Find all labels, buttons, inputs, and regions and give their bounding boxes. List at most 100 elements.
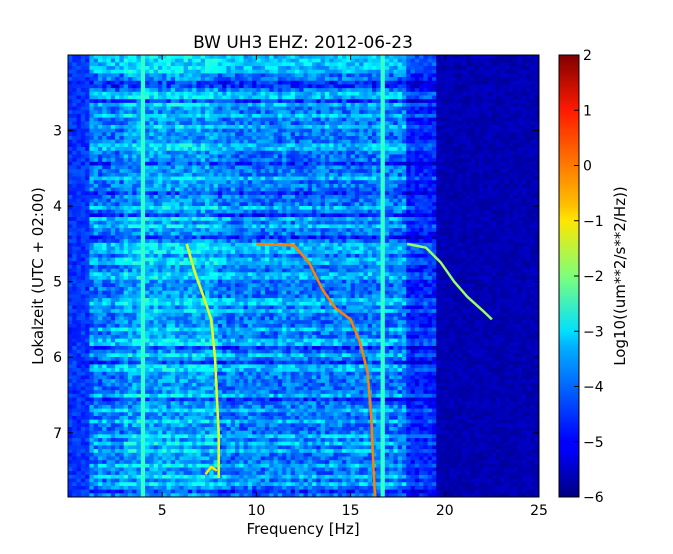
- spectrogram-cell: [461, 158, 467, 163]
- spectrogram-cell: [222, 213, 227, 218]
- spectrogram-cell: [110, 88, 116, 93]
- spectrogram-cell: [487, 88, 493, 93]
- spectrogram-cell: [110, 139, 116, 144]
- spectrogram-cell: [530, 139, 536, 144]
- spectrogram-cell: [136, 102, 142, 107]
- spectrogram-cell: [115, 165, 120, 170]
- spectrogram-cell: [517, 136, 523, 141]
- spectrogram-cell: [491, 183, 497, 188]
- spectrogram-cell: [97, 187, 103, 192]
- spectrogram-cell: [226, 106, 232, 111]
- spectrogram-cell: [209, 220, 214, 225]
- spectrogram-cell: [410, 102, 416, 107]
- spectrogram-cell: [333, 55, 339, 60]
- spectrogram-cell: [491, 102, 497, 107]
- spectrogram-cell: [157, 172, 163, 177]
- spectrogram-cell: [470, 202, 476, 207]
- spectrogram-cell: [196, 213, 202, 218]
- spectrogram-cell: [479, 147, 484, 152]
- spectrogram-cell: [423, 69, 429, 74]
- spectrogram-cell: [406, 95, 411, 100]
- spectrogram-cell: [89, 183, 95, 188]
- spectrogram-cell: [282, 183, 287, 188]
- spectrogram-cell: [410, 161, 416, 166]
- spectrogram-cell: [269, 91, 274, 96]
- spectrogram-cell: [457, 139, 463, 144]
- spectrogram-cell: [354, 106, 360, 111]
- spectrogram-cell: [213, 66, 219, 71]
- spectrogram-cell: [329, 191, 334, 196]
- spectrogram-cell: [234, 154, 240, 159]
- spectrogram-cell: [127, 180, 133, 185]
- spectrogram-cell: [166, 124, 172, 130]
- spectrogram-cell: [401, 88, 407, 93]
- spectrogram-cell: [166, 158, 172, 163]
- spectrogram-cell: [175, 66, 180, 71]
- spectrogram-cell: [337, 66, 343, 71]
- spectrogram-cell: [299, 158, 304, 163]
- spectrogram-cell: [479, 110, 484, 115]
- spectrogram-cell: [414, 95, 420, 100]
- spectrogram-cell: [483, 143, 489, 148]
- spectrogram-cell: [500, 58, 506, 63]
- spectrogram-cell: [466, 69, 471, 74]
- spectrogram-cell: [115, 88, 120, 93]
- spectrogram-cell: [526, 198, 531, 203]
- spectrogram-cell: [453, 58, 459, 63]
- spectrogram-cell: [483, 139, 489, 144]
- spectrogram-cell: [102, 121, 107, 126]
- spectrogram-cell: [282, 95, 287, 100]
- spectrogram-cell: [500, 66, 506, 71]
- spectrogram-cell: [363, 99, 369, 104]
- spectrogram-cell: [521, 136, 527, 141]
- spectrogram-cell: [346, 143, 351, 148]
- spectrogram-cell: [157, 165, 163, 170]
- spectrogram-cell: [427, 69, 433, 74]
- spectrogram-cell: [427, 88, 433, 93]
- spectrogram-cell: [136, 106, 142, 111]
- spectrogram-cell: [213, 206, 219, 211]
- spectrogram-cell: [106, 206, 112, 211]
- spectrogram-cell: [440, 66, 446, 71]
- spectrogram-cell: [526, 147, 531, 152]
- spectrogram-cell: [479, 180, 484, 185]
- spectrogram-cell: [316, 66, 322, 71]
- spectrogram-cell: [389, 91, 394, 96]
- spectrogram-cell: [367, 194, 373, 200]
- spectrogram-cell: [294, 172, 300, 177]
- spectrogram-cell: [346, 194, 351, 200]
- spectrogram-cell: [346, 102, 351, 107]
- spectrogram-cell: [342, 191, 347, 196]
- spectrogram-cell: [149, 194, 155, 200]
- spectrogram-cell: [222, 62, 227, 67]
- spectrogram-cell: [192, 73, 197, 78]
- spectrogram-cell: [453, 213, 459, 218]
- spectrogram-cell: [427, 180, 433, 185]
- spectrogram-cell: [110, 158, 116, 163]
- spectrogram-cell: [226, 58, 232, 63]
- spectrogram-cell: [376, 113, 381, 119]
- spectrogram-cell: [119, 139, 125, 144]
- spectrogram-cell: [102, 176, 107, 181]
- spectrogram-cell: [243, 84, 249, 89]
- spectrogram-cell: [329, 136, 334, 141]
- spectrogram-cell: [534, 84, 539, 89]
- spectrogram-cell: [470, 121, 476, 126]
- spectrogram-cell: [509, 99, 514, 104]
- spectrogram-cell: [115, 77, 120, 82]
- spectrogram-cell: [72, 58, 77, 63]
- spectrogram-cell: [474, 187, 480, 192]
- spectrogram-cell: [359, 139, 364, 144]
- spectrogram-cell: [243, 58, 249, 63]
- spectrogram-cell: [479, 191, 484, 196]
- spectrogram-cell: [307, 165, 313, 170]
- spectrogram-cell: [414, 180, 420, 185]
- spectrogram-cell: [444, 113, 450, 119]
- spectrogram-cell: [389, 62, 394, 67]
- spectrogram-cell: [389, 191, 394, 196]
- spectrogram-cell: [115, 191, 120, 196]
- spectrogram-cell: [183, 217, 189, 222]
- spectrogram-cell: [513, 128, 518, 133]
- spectrogram-cell: [350, 102, 356, 107]
- spectrogram-cell: [312, 113, 317, 119]
